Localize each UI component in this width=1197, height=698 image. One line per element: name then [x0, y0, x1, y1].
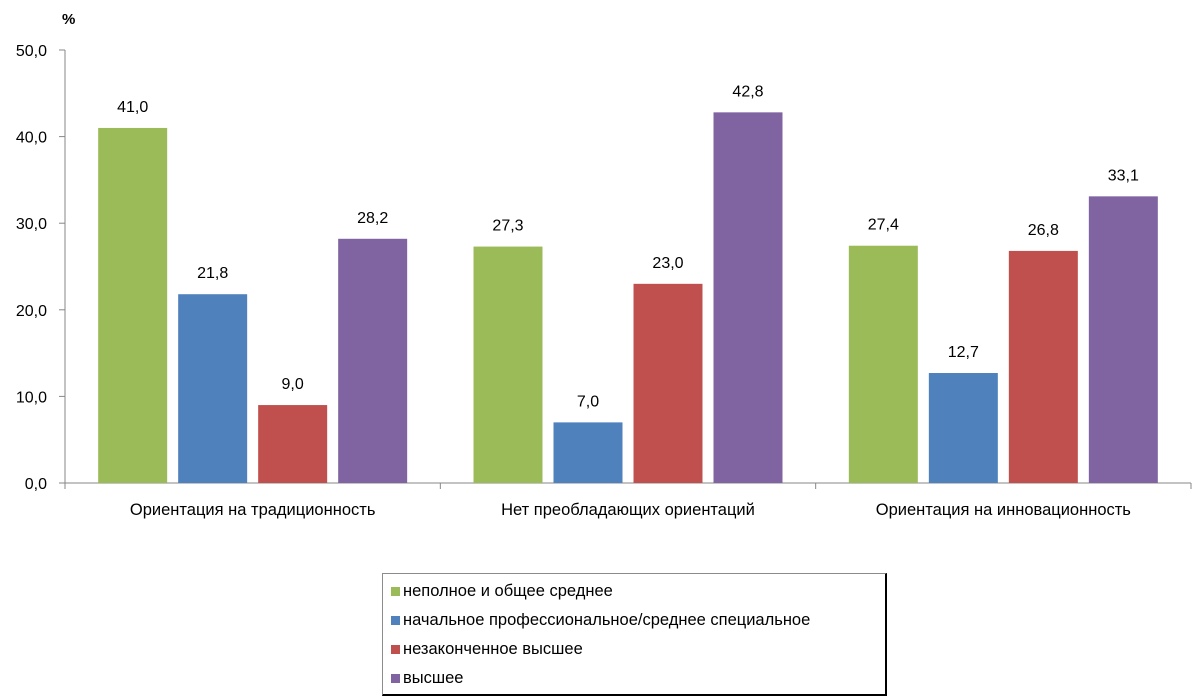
data-label: 9,0	[282, 376, 304, 393]
category-label: Ориентация на традиционность	[130, 501, 376, 519]
axes: 0,0 10,0 20,0 30,0 40,0 50,0	[16, 43, 1192, 493]
data-label: 33,1	[1108, 167, 1139, 184]
bar	[848, 245, 918, 483]
y-axis-unit-label: %	[62, 11, 75, 28]
legend-item-3: высшее	[391, 664, 885, 693]
bar	[258, 405, 328, 483]
legend-swatch-2	[391, 645, 400, 654]
legend-label-0: неполное и общее среднее	[403, 582, 613, 600]
bar	[178, 294, 248, 483]
bar	[553, 422, 623, 483]
data-label: 27,3	[492, 218, 523, 235]
legend-label-2: незаконченное высшее	[403, 640, 583, 658]
legend-item-0: неполное и общее среднее	[391, 577, 885, 606]
legend-label-1: начальное профессиональное/среднее специ…	[403, 611, 811, 629]
y-tick-label: 20,0	[16, 303, 47, 320]
category-labels: Ориентация на традиционность Нет преоблад…	[130, 501, 1131, 519]
data-label: 42,8	[732, 83, 763, 100]
bar	[1008, 250, 1078, 483]
data-label: 7,0	[577, 393, 599, 410]
legend-swatch-1	[391, 616, 400, 625]
data-label: 28,2	[357, 210, 388, 227]
bar	[633, 283, 703, 483]
bar	[1088, 196, 1158, 483]
y-tick-label: 40,0	[16, 130, 47, 147]
legend-item-1: начальное профессиональное/среднее специ…	[391, 606, 885, 635]
data-label: 12,7	[948, 344, 979, 361]
data-label: 41,0	[117, 99, 148, 116]
legend-label-3: высшее	[403, 669, 464, 687]
legend-swatch-0	[391, 587, 400, 596]
legend: неполное и общее среднее начальное профе…	[382, 573, 887, 696]
data-label: 23,0	[652, 255, 683, 272]
bars	[98, 112, 1158, 484]
legend-item-2: незаконченное высшее	[391, 635, 885, 664]
data-labels: 41,0 21,8 9,0 28,2 27,3 7,0 23,0 42,8 27,4 12,7 26…	[117, 83, 1139, 410]
data-label: 21,8	[197, 265, 228, 282]
legend-swatch-3	[391, 674, 400, 683]
bar	[338, 238, 408, 483]
bar	[473, 246, 543, 483]
y-tick-label: 10,0	[16, 389, 47, 406]
data-label: 26,8	[1028, 222, 1059, 239]
y-tick-label: 50,0	[16, 43, 47, 60]
category-label: Ориентация на инновационность	[876, 501, 1131, 519]
bar	[713, 112, 783, 484]
category-label: Нет преобладающих ориентаций	[501, 501, 755, 519]
y-tick-label: 30,0	[16, 216, 47, 233]
bar	[98, 127, 168, 483]
data-label: 27,4	[868, 217, 899, 234]
bar	[928, 373, 998, 483]
y-tick-label: 0,0	[25, 476, 47, 493]
